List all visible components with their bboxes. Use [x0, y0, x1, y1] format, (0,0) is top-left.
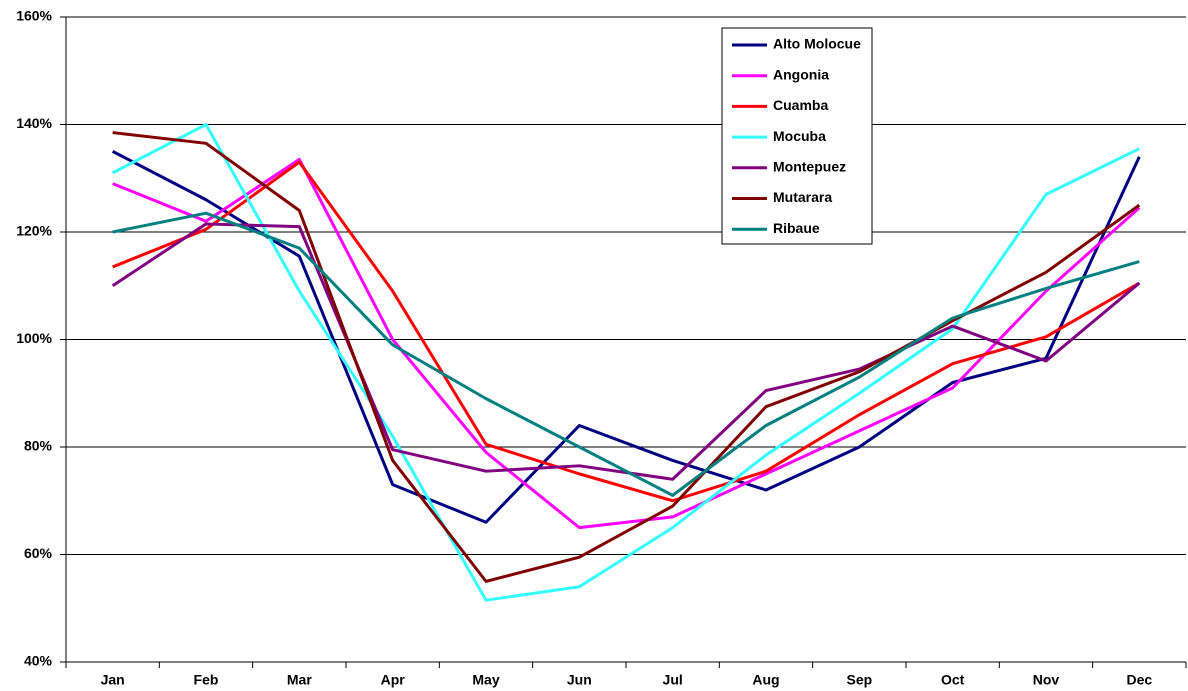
series-line: [112, 211, 1140, 497]
x-tick-label: Mar: [287, 672, 312, 688]
y-tick-label: 120%: [16, 223, 52, 239]
legend-label: Cuamba: [773, 97, 828, 113]
legend-label: Angonia: [773, 66, 829, 82]
legend-label: Mutarara: [773, 189, 832, 205]
y-tick-label: 160%: [16, 8, 52, 24]
x-tick-label: Nov: [1033, 672, 1060, 688]
series-line: [112, 160, 1141, 503]
x-tick-label: Jul: [663, 672, 683, 688]
x-tick-label: Dec: [1126, 672, 1152, 688]
series-line: [112, 157, 1141, 530]
legend-label: Mocuba: [773, 128, 826, 144]
x-tick-label: Oct: [941, 672, 965, 688]
x-tick-label: Jun: [567, 672, 592, 688]
x-tick-label: Feb: [194, 672, 219, 688]
x-tick-label: Jan: [101, 672, 125, 688]
y-tick-label: 40%: [24, 653, 53, 669]
legend-label: Ribaue: [773, 220, 820, 236]
y-tick-label: 140%: [16, 115, 52, 131]
legend-label: Montepuez: [773, 159, 846, 175]
x-tick-label: Apr: [381, 672, 406, 688]
series-line: [111, 123, 1140, 602]
x-tick-label: Aug: [752, 672, 779, 688]
series-line: [111, 222, 1141, 481]
y-tick-label: 60%: [24, 545, 53, 561]
series-line: [111, 150, 1141, 524]
legend-label: Alto Molocue: [773, 36, 861, 52]
series-line: [112, 131, 1141, 583]
y-tick-label: 80%: [24, 438, 53, 454]
x-tick-label: Sep: [846, 672, 872, 688]
y-tick-label: 100%: [16, 330, 52, 346]
x-tick-label: May: [472, 672, 499, 688]
